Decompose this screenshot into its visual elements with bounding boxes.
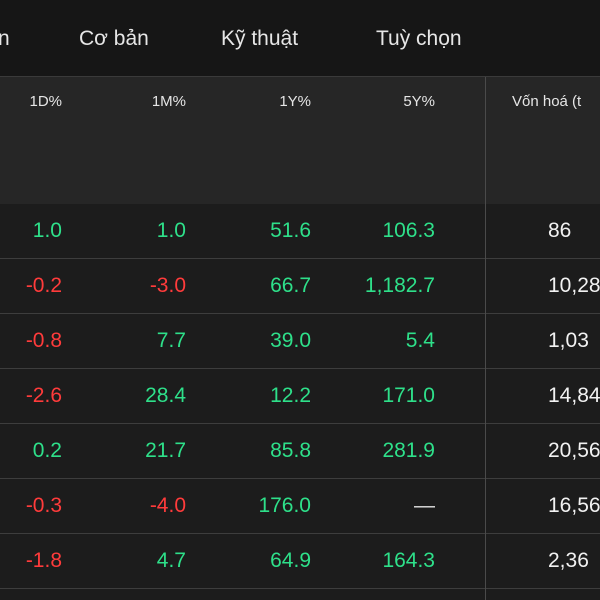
cell-market-cap: 86: [548, 219, 572, 242]
column-header-1y[interactable]: 1Y%: [279, 93, 311, 110]
column-header-1m[interactable]: 1M%: [151, 93, 186, 110]
cell-5y: 5.4: [405, 329, 435, 352]
cell-5y: —: [414, 494, 435, 517]
tab-overview[interactable]: n: [0, 27, 10, 50]
cell-market-cap: 1,03: [548, 329, 589, 352]
table-row[interactable]: -1.8 4.7 64.9 164.3 2,36: [0, 534, 600, 589]
cell-1m: 21.7: [145, 439, 186, 462]
cell-1d: 1.0: [32, 219, 62, 242]
cell-5y: 281.9: [382, 439, 435, 462]
cell-market-cap: 10,28: [548, 274, 600, 297]
cell-1y: 64.9: [270, 549, 311, 572]
cell-1m: 4.7: [156, 549, 186, 572]
table-body: 1.0 1.0 51.6 106.3 86 -0.2 -3.0 66.7 1,182.7 10,2…: [0, 204, 600, 589]
cell-market-cap: 16,56: [548, 494, 600, 517]
column-header-market-cap[interactable]: Vốn hoá (t: [512, 93, 582, 110]
column-divider: [485, 204, 486, 600]
tab-bar: n Cơ bản Kỹ thuật Tuỳ chọn: [0, 0, 600, 77]
cell-5y: 106.3: [382, 219, 435, 242]
column-header-5y[interactable]: 5Y%: [403, 93, 435, 110]
table-row[interactable]: -0.3 -4.0 176.0 — 16,56: [0, 479, 600, 534]
cell-1y: 66.7: [270, 274, 311, 297]
tab-fundamentals[interactable]: Cơ bản: [79, 27, 149, 50]
column-header-1d[interactable]: 1D%: [29, 93, 62, 110]
column-divider: [485, 77, 486, 204]
cell-1y: 176.0: [258, 494, 311, 517]
cell-market-cap: 20,56: [548, 439, 600, 462]
tab-custom[interactable]: Tuỳ chọn: [376, 27, 462, 50]
cell-1d: -0.3: [25, 494, 62, 517]
table-row[interactable]: 0.2 21.7 85.8 281.9 20,56: [0, 424, 600, 479]
cell-1m: -4.0: [149, 494, 186, 517]
table-header: 1D% 1M% 1Y% 5Y% Vốn hoá (t: [0, 77, 600, 205]
cell-5y: 171.0: [382, 384, 435, 407]
cell-1m: -3.0: [149, 274, 186, 297]
cell-1y: 85.8: [270, 439, 311, 462]
cell-1d: -1.8: [25, 549, 62, 572]
cell-1y: 12.2: [270, 384, 311, 407]
cell-1y: 51.6: [270, 219, 311, 242]
table-row[interactable]: -2.6 28.4 12.2 171.0 14,84: [0, 369, 600, 424]
cell-1y: 39.0: [270, 329, 311, 352]
cell-1m: 28.4: [145, 384, 186, 407]
cell-1m: 1.0: [156, 219, 186, 242]
cell-market-cap: 2,36: [548, 549, 589, 572]
cell-1m: 7.7: [156, 329, 186, 352]
cell-5y: 1,182.7: [364, 274, 435, 297]
table-row[interactable]: -0.2 -3.0 66.7 1,182.7 10,28: [0, 259, 600, 314]
tab-technical[interactable]: Kỹ thuật: [221, 27, 299, 50]
table-row[interactable]: 1.0 1.0 51.6 106.3 86: [0, 204, 600, 259]
cell-1d: -2.6: [25, 384, 62, 407]
cell-1d: 0.2: [32, 439, 62, 462]
table-row[interactable]: -0.8 7.7 39.0 5.4 1,03: [0, 314, 600, 369]
cell-market-cap: 14,84: [548, 384, 600, 407]
cell-5y: 164.3: [382, 549, 435, 572]
cell-1d: -0.8: [25, 329, 62, 352]
cell-1d: -0.2: [25, 274, 62, 297]
